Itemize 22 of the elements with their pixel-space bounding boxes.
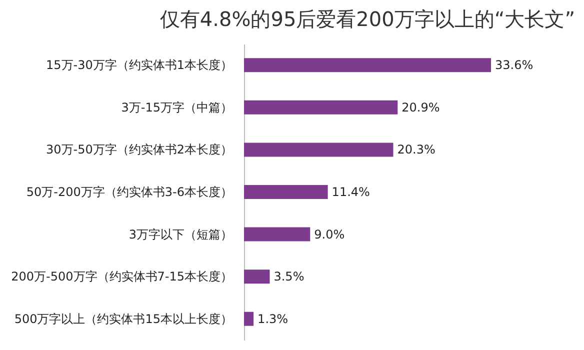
bar xyxy=(244,270,270,284)
bar xyxy=(244,142,394,157)
data-label: 9.0% xyxy=(314,227,345,242)
bar xyxy=(244,185,328,199)
bar xyxy=(244,227,310,242)
bar xyxy=(244,58,491,72)
bar xyxy=(244,312,254,326)
y-tick-label: 3万字以下（短篇） xyxy=(128,227,232,242)
y-tick-label: 500万字以上（约实体书15本以上长度） xyxy=(14,312,232,326)
data-label: 33.6% xyxy=(495,58,534,72)
data-label: 3.5% xyxy=(274,270,304,284)
y-tick-label: 30万-50万字（约实体书2本长度） xyxy=(46,142,232,157)
bar xyxy=(244,100,398,114)
data-label: 11.4% xyxy=(332,185,370,199)
y-tick-label: 50万-200万字（约实体书3-6本长度） xyxy=(26,185,232,199)
data-label: 20.3% xyxy=(397,142,436,157)
y-tick-label: 3万-15万字（中篇） xyxy=(121,100,232,114)
y-tick-label: 15万-30万字（约实体书1本长度） xyxy=(46,58,232,72)
chart-title: 仅有4.8%的95后爱看200万字以上的“大长文” xyxy=(160,7,576,31)
data-label: 1.3% xyxy=(258,312,288,326)
data-label: 20.9% xyxy=(402,100,440,114)
y-tick-label: 200万-500万字（约实体书7-15本长度） xyxy=(11,270,232,284)
